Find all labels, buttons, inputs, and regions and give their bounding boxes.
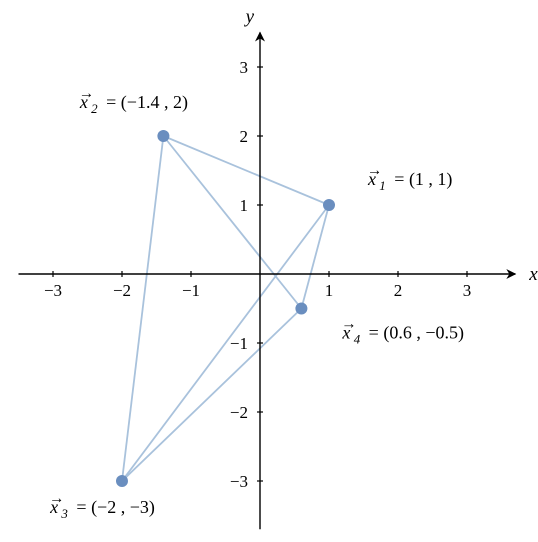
edge-x3-x4 <box>122 309 301 482</box>
ytick-3: 3 <box>240 58 249 77</box>
y-axis-label: y <box>244 7 255 28</box>
edge-x1-x3 <box>122 205 329 481</box>
edge-x2-x3 <box>122 136 163 481</box>
x-axis-label: x <box>528 264 538 285</box>
label-x1: x→1 = (1 , 1) <box>367 162 452 193</box>
point-x1 <box>323 199 335 211</box>
edge-x1-x2 <box>163 136 329 205</box>
ytick--3: −3 <box>230 472 248 491</box>
xtick-3: 3 <box>463 281 472 300</box>
xtick-1: 1 <box>325 281 334 300</box>
xtick-2: 2 <box>394 281 403 300</box>
point-x3 <box>116 475 128 487</box>
ytick--2: −2 <box>230 403 248 422</box>
coordinate-plot: −3 −2 −1 1 2 3 −3 −2 −1 1 2 3 x y x→1 = (1 , 1) x→2 = (… <box>0 0 538 542</box>
point-x2 <box>157 130 169 142</box>
xtick--3: −3 <box>44 281 62 300</box>
xtick--1: −1 <box>182 281 200 300</box>
plot-svg: −3 −2 −1 1 2 3 −3 −2 −1 1 2 3 x y x→1 = (1 , 1) x→2 = (… <box>0 0 538 542</box>
xtick--2: −2 <box>113 281 131 300</box>
ytick-2: 2 <box>240 127 249 146</box>
label-x4: x→4 = (0.6 , −0.5) <box>341 316 464 347</box>
point-x4 <box>295 303 307 315</box>
ytick-1: 1 <box>240 196 249 215</box>
ytick--1: −1 <box>230 334 248 353</box>
label-x3: x→3 = (−2 , −3) <box>49 490 155 521</box>
label-x2: x→2 = (−1.4 , 2) <box>79 85 188 116</box>
